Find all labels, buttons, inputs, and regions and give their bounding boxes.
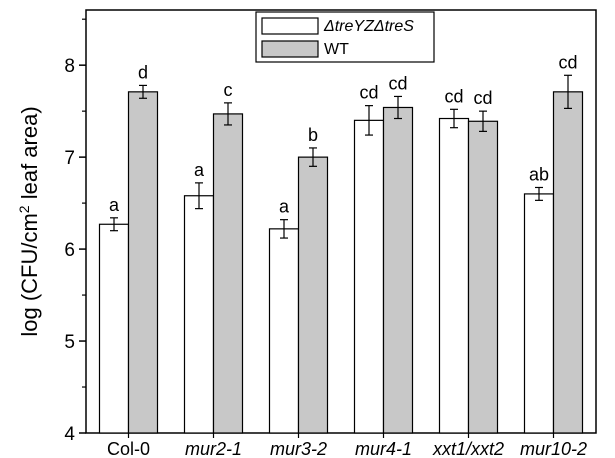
y-tick-label: 5 — [64, 332, 75, 353]
significance-label: cd — [359, 83, 378, 103]
bar — [467, 120, 499, 434]
plot-frame — [85, 9, 597, 434]
significance-label: c — [224, 80, 233, 100]
bar — [438, 117, 470, 434]
x-tick-label: mur2-1 — [185, 439, 242, 458]
significance-label: cd — [473, 88, 492, 108]
bar — [382, 106, 414, 434]
significance-label: cd — [444, 86, 463, 106]
x-tick-label: xxt1/xxt2 — [432, 439, 504, 458]
significance-label: d — [138, 62, 148, 82]
legend-label: WT — [324, 41, 349, 58]
significance-label: cd — [388, 73, 407, 93]
y-tick-label: 8 — [64, 56, 75, 77]
x-tick-label: Col-0 — [107, 439, 150, 458]
legend-label: ΔtreYZΔtreS — [323, 18, 414, 35]
significance-label: a — [279, 197, 290, 217]
significance-label: a — [109, 195, 120, 215]
y-axis-label: log (CFU/cm2 leaf area) — [16, 106, 42, 336]
legend-swatch — [261, 40, 319, 58]
bar — [297, 156, 329, 434]
bar — [127, 91, 159, 434]
bar — [212, 113, 244, 434]
bar — [552, 91, 584, 434]
significance-label: b — [308, 125, 318, 145]
bar — [98, 223, 130, 434]
significance-label: ab — [529, 164, 549, 184]
y-tick-label: 4 — [64, 424, 75, 445]
x-tick-label: mur10-2 — [520, 439, 587, 458]
x-tick-label: mur4-1 — [355, 439, 412, 458]
bar — [353, 119, 385, 434]
bar — [268, 228, 300, 434]
plot-area: 4 5 6 7 8 log (CFU/cm2 leaf area) a d Col-0 a c mur… — [16, 9, 597, 458]
y-tick-label: 6 — [64, 240, 75, 261]
y-axis-label-superscript: 2 — [16, 205, 32, 213]
y-axis-label-text: leaf area) — [17, 106, 42, 205]
bar — [183, 195, 215, 434]
x-tick-label: mur3-2 — [270, 439, 327, 458]
legend-swatch — [261, 17, 319, 35]
significance-label: cd — [558, 52, 577, 72]
y-axis-label-text: log (CFU/cm — [17, 213, 42, 336]
y-tick-label: 7 — [64, 148, 75, 169]
significance-label: a — [194, 160, 205, 180]
bar — [523, 193, 555, 434]
